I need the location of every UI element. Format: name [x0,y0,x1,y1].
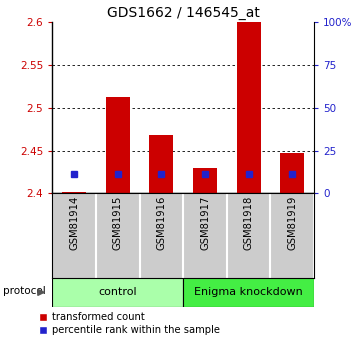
Text: protocol: protocol [3,286,45,296]
Text: GSM81917: GSM81917 [200,196,210,250]
Bar [193,168,217,193]
Bar [52,278,183,307]
Bar [237,22,261,193]
Bar [106,97,130,193]
Bar [280,153,304,193]
Title: GDS1662 / 146545_at: GDS1662 / 146545_at [107,6,260,20]
Text: GSM81918: GSM81918 [244,196,254,250]
Text: GSM81916: GSM81916 [156,196,166,250]
Text: control: control [99,287,137,297]
Text: GSM81915: GSM81915 [113,196,123,250]
Legend: transformed count, percentile rank within the sample: transformed count, percentile rank withi… [39,312,220,335]
Bar [149,135,173,193]
Bar [183,278,314,307]
Text: Enigma knockdown: Enigma knockdown [194,287,303,297]
Text: GSM81919: GSM81919 [287,196,297,250]
Text: GSM81914: GSM81914 [69,196,79,250]
